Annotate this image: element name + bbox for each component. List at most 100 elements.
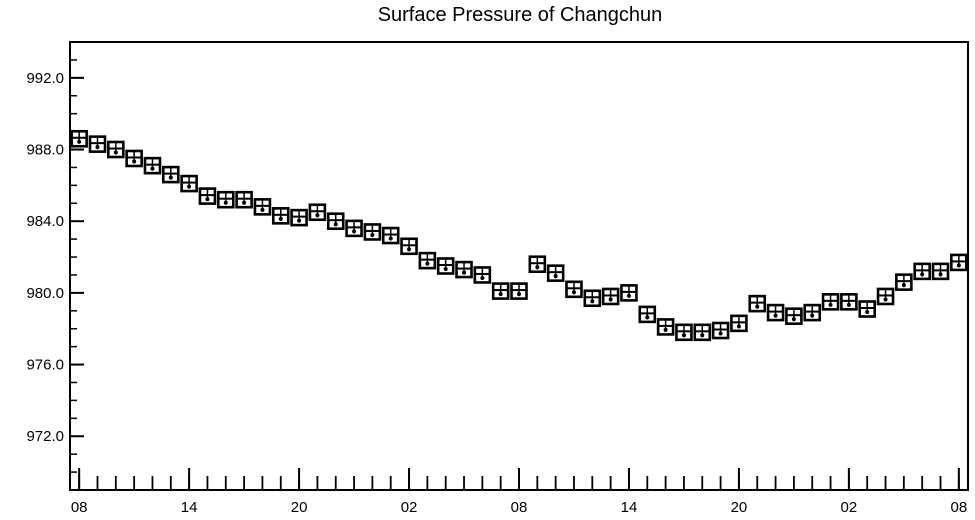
marker-dot	[828, 302, 833, 307]
data-point	[858, 300, 877, 318]
marker-dot	[297, 218, 302, 223]
data-point	[455, 260, 473, 279]
x-tick-label: 20	[291, 499, 308, 516]
data-point	[565, 280, 583, 299]
marker-dot	[407, 247, 412, 252]
x-tick-label: 02	[401, 499, 418, 516]
data-point	[235, 190, 253, 209]
marker-dot	[865, 310, 870, 315]
data-point	[803, 303, 822, 322]
marker-dot	[77, 139, 82, 144]
data-point	[491, 282, 510, 300]
data-point	[418, 251, 437, 270]
data-point	[601, 287, 620, 306]
marker-dot	[626, 293, 631, 298]
data-point	[638, 305, 657, 324]
marker-dot	[168, 175, 173, 180]
marker-dot	[315, 213, 320, 218]
data-point	[931, 262, 950, 281]
y-tick-label: 992.0	[26, 70, 64, 87]
marker-dot	[553, 274, 558, 279]
data-markers	[70, 129, 968, 342]
marker-dot	[663, 327, 668, 332]
data-point	[125, 149, 143, 168]
data-point	[821, 293, 840, 311]
x-tick-label: 08	[950, 499, 967, 516]
data-point	[326, 212, 345, 230]
marker-dot	[755, 304, 760, 309]
marker-dot	[187, 184, 192, 189]
x-tick-label: 08	[71, 499, 88, 516]
data-point	[88, 135, 107, 153]
plot-frame	[69, 41, 969, 491]
data-point	[161, 165, 180, 184]
data-point	[308, 203, 327, 222]
data-point	[785, 307, 803, 325]
marker-dot	[462, 270, 467, 275]
marker-dot	[352, 229, 357, 234]
marker-dot	[425, 261, 430, 266]
data-point	[711, 321, 730, 340]
x-tick-label: 08	[511, 499, 528, 516]
marker-dot	[260, 207, 265, 212]
data-point	[473, 266, 492, 284]
data-point	[253, 198, 272, 216]
y-tick-label: 976.0	[26, 357, 64, 374]
marker-dot	[608, 297, 613, 302]
axis-ticks	[70, 41, 960, 491]
data-point	[107, 140, 125, 159]
marker-dot	[498, 292, 503, 297]
data-point	[656, 318, 675, 336]
data-point	[730, 314, 748, 333]
data-point	[620, 284, 638, 302]
data-point	[363, 223, 382, 241]
data-point	[840, 293, 858, 311]
marker-dot	[700, 333, 705, 338]
data-point	[766, 303, 785, 322]
marker-dot	[242, 200, 247, 205]
marker-dot	[571, 290, 576, 295]
x-tick-label: 14	[181, 499, 198, 516]
data-point	[913, 262, 931, 281]
marker-dot	[901, 283, 906, 288]
marker-dot	[883, 297, 888, 302]
marker-dot	[938, 272, 943, 277]
data-point	[216, 190, 235, 209]
y-tick-label: 984.0	[26, 213, 64, 230]
marker-dot	[333, 222, 338, 227]
marker-dot	[773, 313, 778, 318]
marker-dot	[278, 216, 283, 221]
marker-dot	[681, 333, 686, 338]
data-point	[546, 264, 565, 282]
data-point	[583, 289, 602, 308]
marker-dot	[810, 313, 815, 318]
data-point	[436, 257, 455, 275]
data-point	[290, 208, 308, 227]
data-point	[748, 294, 767, 313]
marker-dot	[718, 331, 723, 336]
marker-dot	[132, 159, 137, 164]
marker-dot	[150, 166, 155, 171]
data-point	[675, 323, 693, 342]
data-point	[198, 187, 217, 205]
y-tick-label: 980.0	[26, 285, 64, 302]
marker-dot	[645, 315, 650, 320]
marker-dot	[920, 272, 925, 277]
marker-dot	[443, 267, 448, 271]
chart-title: Surface Pressure of Changchun	[377, 4, 663, 26]
axis-tick-labels: 992.0 988.0 984.0 980.0 976.0 972.0 08 14 20 02 08…	[26, 70, 967, 516]
marker-dot	[517, 292, 521, 297]
marker-dot	[956, 263, 961, 268]
y-tick-label: 988.0	[26, 142, 64, 159]
data-point	[950, 253, 968, 272]
data-point	[510, 282, 528, 300]
marker-dot	[370, 232, 375, 237]
marker-dot	[846, 302, 851, 307]
marker-dot	[590, 299, 595, 304]
data-point	[345, 219, 363, 238]
data-point	[381, 226, 400, 245]
data-point	[528, 255, 547, 274]
marker-dot	[205, 197, 210, 202]
marker-dot	[480, 275, 485, 280]
data-point	[143, 156, 162, 175]
